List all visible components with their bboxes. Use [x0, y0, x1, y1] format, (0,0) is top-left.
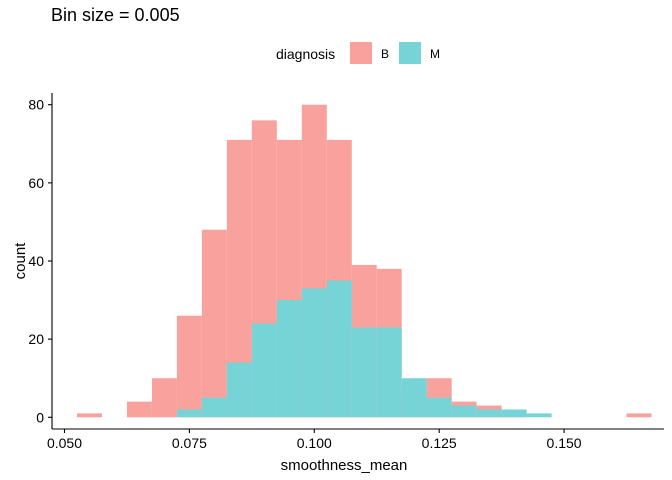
legend-label-m: M	[430, 47, 440, 61]
bars-layer	[76, 104, 652, 418]
y-tick-label: 20	[28, 331, 44, 347]
chart-title: Bin size = 0.005	[51, 5, 180, 25]
y-axis-title: count	[12, 242, 29, 280]
legend-key-m	[399, 42, 421, 64]
legend-key-b	[350, 42, 372, 64]
x-tick-label: 0.125	[422, 435, 457, 451]
y-tick-label: 60	[28, 175, 44, 191]
bar-m-4	[176, 409, 202, 418]
x-tick-label: 0.150	[547, 435, 582, 451]
x-tick-label: 0.050	[47, 435, 82, 451]
x-tick-label: 0.075	[172, 435, 207, 451]
bar-m-7	[251, 323, 277, 418]
bar-m-8	[276, 300, 302, 418]
bar-m-16	[476, 409, 502, 418]
bar-b-4	[176, 315, 202, 418]
legend-title: diagnosis	[276, 46, 335, 62]
bar-m-18	[526, 413, 552, 418]
bar-m-9	[301, 288, 327, 418]
bar-b-0	[76, 413, 102, 418]
bar-m-17	[501, 409, 527, 418]
y-tick-label: 40	[28, 253, 44, 269]
bar-b-2	[126, 401, 152, 418]
bar-b-3	[151, 378, 177, 418]
legend-label-b: B	[381, 47, 389, 61]
y-tick-label: 0	[36, 409, 44, 425]
bar-b-22	[626, 413, 652, 418]
bar-m-10	[326, 280, 352, 418]
y-axis-ticks: 0 20 40 60 80	[28, 97, 52, 425]
bar-m-11	[351, 327, 377, 418]
bar-m-14	[426, 397, 452, 418]
x-axis-title: smoothness_mean	[281, 457, 408, 474]
bar-m-6	[226, 362, 252, 418]
bar-m-15	[451, 405, 477, 418]
bar-m-5	[201, 397, 227, 418]
x-axis-ticks: 0.050 0.075 0.100 0.125 0.150	[47, 429, 582, 451]
bar-m-13	[401, 378, 427, 418]
y-tick-label: 80	[28, 97, 44, 113]
x-tick-label: 0.100	[297, 435, 332, 451]
bar-b-5	[201, 229, 227, 418]
bar-m-12	[376, 327, 402, 418]
